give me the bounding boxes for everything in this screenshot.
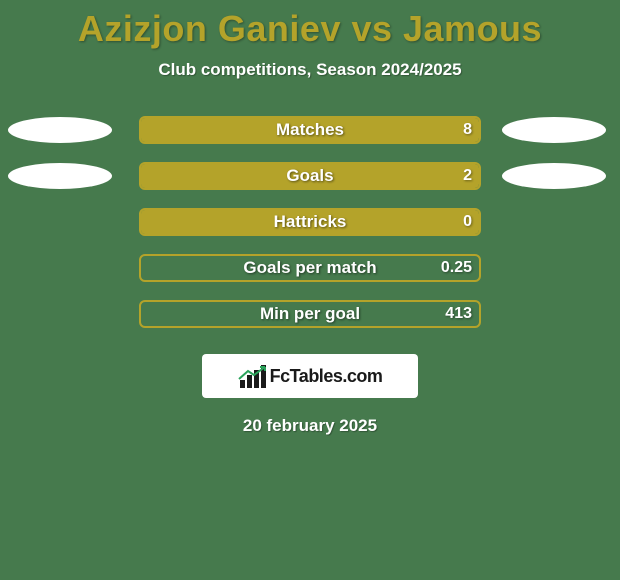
logo-text: FcTables.com bbox=[270, 366, 383, 387]
stat-row: Goals per match 0.25 bbox=[0, 254, 620, 282]
stat-label: Goals per match bbox=[243, 258, 376, 278]
stat-value-right: 0.25 bbox=[441, 259, 472, 277]
date-label: 20 february 2025 bbox=[0, 416, 620, 436]
logo-box: FcTables.com bbox=[202, 354, 418, 398]
subtitle: Club competitions, Season 2024/2025 bbox=[0, 60, 620, 80]
stat-value-right: 413 bbox=[445, 305, 472, 323]
stat-bar: Goals per match bbox=[139, 254, 481, 282]
stat-value-right: 0 bbox=[463, 213, 472, 231]
comparison-infographic: Azizjon Ganiev vs Jamous Club competitio… bbox=[0, 0, 620, 580]
stat-bar: Min per goal bbox=[139, 300, 481, 328]
stat-row: Hattricks 0 bbox=[0, 208, 620, 236]
stat-label: Hattricks bbox=[274, 212, 347, 232]
stat-label: Goals bbox=[286, 166, 333, 186]
oval-left-icon bbox=[8, 117, 112, 143]
stat-value-right: 8 bbox=[463, 121, 472, 139]
oval-left-icon bbox=[8, 163, 112, 189]
stat-label: Min per goal bbox=[260, 304, 360, 324]
page-title: Azizjon Ganiev vs Jamous bbox=[0, 0, 620, 50]
stat-label: Matches bbox=[276, 120, 344, 140]
oval-right-icon bbox=[502, 163, 606, 189]
stat-bar: Goals bbox=[139, 162, 481, 190]
stat-row: Goals 2 bbox=[0, 162, 620, 190]
logo-chart-icon bbox=[238, 364, 266, 388]
oval-right-icon bbox=[502, 117, 606, 143]
stat-row: Min per goal 413 bbox=[0, 300, 620, 328]
stat-rows: Matches 8 Goals 2 Hattricks 0 Goals per match 0… bbox=[0, 116, 620, 328]
stat-value-right: 2 bbox=[463, 167, 472, 185]
stat-row: Matches 8 bbox=[0, 116, 620, 144]
stat-bar: Hattricks bbox=[139, 208, 481, 236]
stat-bar: Matches bbox=[139, 116, 481, 144]
